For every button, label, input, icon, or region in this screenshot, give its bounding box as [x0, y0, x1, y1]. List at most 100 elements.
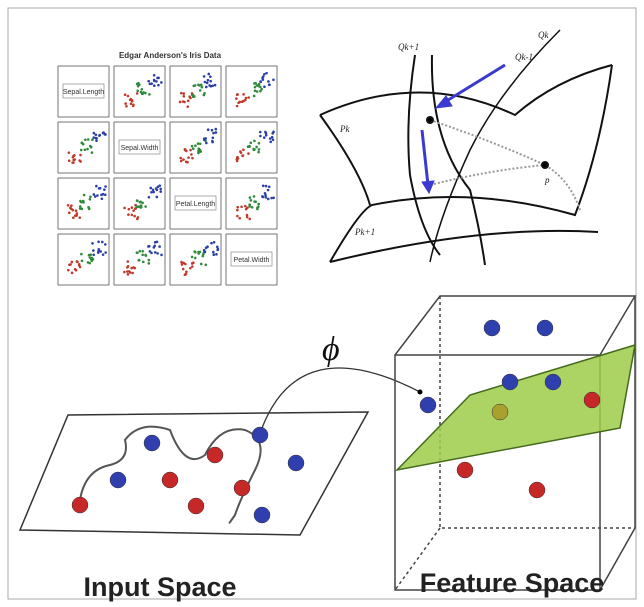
scatter-dot — [70, 260, 74, 264]
scatter-dot — [259, 80, 262, 83]
variable-box — [62, 83, 105, 99]
scatter-dot — [236, 214, 239, 218]
scatter-dot — [79, 160, 82, 163]
scatter-dot — [140, 87, 144, 91]
scatter-dot — [212, 131, 215, 135]
point — [419, 396, 437, 414]
scatter-dot — [185, 270, 188, 274]
scatter-dot — [86, 261, 90, 264]
scatter-dot — [263, 85, 266, 88]
scatter-dot — [72, 161, 75, 164]
feature-points — [419, 319, 601, 499]
scatter-dot — [70, 207, 73, 211]
scatter-dot — [248, 196, 252, 199]
scatter-dot — [259, 85, 262, 89]
surface-edge — [319, 114, 371, 206]
scatter-dot — [260, 87, 263, 91]
scatter-dot — [103, 193, 107, 197]
scatter-dot — [201, 254, 205, 258]
scatter-dot — [126, 94, 130, 98]
scatter-dot — [130, 206, 134, 209]
scatter-dot — [265, 71, 268, 75]
scatter-dot — [264, 184, 268, 188]
scatter-dot — [153, 79, 156, 83]
scatter-dot — [147, 79, 150, 83]
scatter-dot — [242, 93, 245, 96]
scatter-dot — [136, 216, 140, 219]
scatter-dot — [181, 267, 185, 271]
scatter-dot — [98, 186, 102, 190]
scatter-dot — [129, 102, 133, 106]
scatter-dot — [92, 131, 96, 135]
feature-cube — [394, 295, 637, 591]
scatter-dot — [203, 80, 207, 84]
scatter-dot — [182, 92, 186, 95]
iris-matrix: Sepal.Length Sepal.Width Petal.Length Petal… — [57, 65, 278, 286]
scatter-dot — [155, 80, 158, 83]
scatter-dot — [126, 273, 130, 276]
scatter-dot — [247, 152, 250, 155]
scatter-dot — [190, 255, 194, 259]
scatter-dot — [91, 242, 94, 245]
scatter-dot — [249, 141, 253, 145]
scatter-dot — [257, 150, 260, 154]
scatter-dot — [82, 193, 86, 197]
scatter-dot — [148, 250, 152, 253]
scatter-dot — [160, 81, 163, 84]
scatter-dot — [147, 195, 151, 199]
scatter-dot — [235, 159, 239, 163]
scatter-dot — [236, 155, 239, 159]
scatter-dot — [215, 253, 218, 256]
scatter-dot — [271, 138, 275, 142]
scatter-dot — [147, 258, 151, 262]
point — [71, 496, 89, 514]
scatter-dot — [79, 199, 82, 203]
scatter-dot — [208, 84, 211, 87]
geodesic — [429, 164, 546, 186]
scatter-dot — [141, 201, 144, 205]
scatter-dot — [101, 253, 105, 256]
variable-box — [118, 139, 161, 155]
arrowhead — [421, 95, 453, 195]
scatter-dot — [191, 156, 194, 160]
scatter-dot — [266, 197, 270, 201]
scatter-dot — [199, 262, 203, 266]
scatter-dot — [255, 145, 258, 149]
scatter-dot — [99, 250, 103, 253]
matrix-cell — [169, 121, 222, 174]
scatter-dot — [80, 141, 84, 145]
point — [456, 461, 474, 479]
scatter-dot — [257, 202, 260, 206]
scatter-dot — [267, 80, 270, 83]
scatter-dot — [179, 91, 183, 95]
point — [426, 116, 434, 124]
scatter-dot — [78, 216, 82, 219]
scatter-dot — [159, 190, 163, 193]
scatter-dot — [74, 268, 78, 272]
scatter-dot — [80, 259, 84, 263]
surface-edge — [329, 64, 613, 263]
scatter-dot — [238, 216, 242, 220]
scatter-dot — [88, 256, 92, 259]
scatter-dot — [204, 263, 208, 267]
scatter-dot — [188, 95, 191, 98]
scatter-dot — [263, 192, 267, 195]
phi-symbol: ϕ — [322, 331, 340, 368]
scatter-dot — [202, 93, 206, 97]
scatter-dot — [151, 188, 155, 192]
scatter-dot — [183, 273, 187, 277]
surface-edge — [329, 229, 599, 263]
input-space-label: Input Space — [83, 572, 236, 602]
scatter-dot — [92, 249, 95, 252]
scatter-dot — [240, 205, 243, 209]
scatter-dot — [252, 147, 255, 151]
scatter-dot — [182, 158, 185, 161]
scatter-dot — [262, 136, 266, 139]
point — [528, 481, 546, 499]
point — [501, 373, 519, 391]
scatter-dot — [67, 151, 71, 154]
scatter-dot — [80, 252, 83, 256]
variable-label: Sepal.Width — [121, 145, 159, 152]
scatter-dot — [76, 260, 79, 264]
scatter-dot — [191, 265, 194, 268]
